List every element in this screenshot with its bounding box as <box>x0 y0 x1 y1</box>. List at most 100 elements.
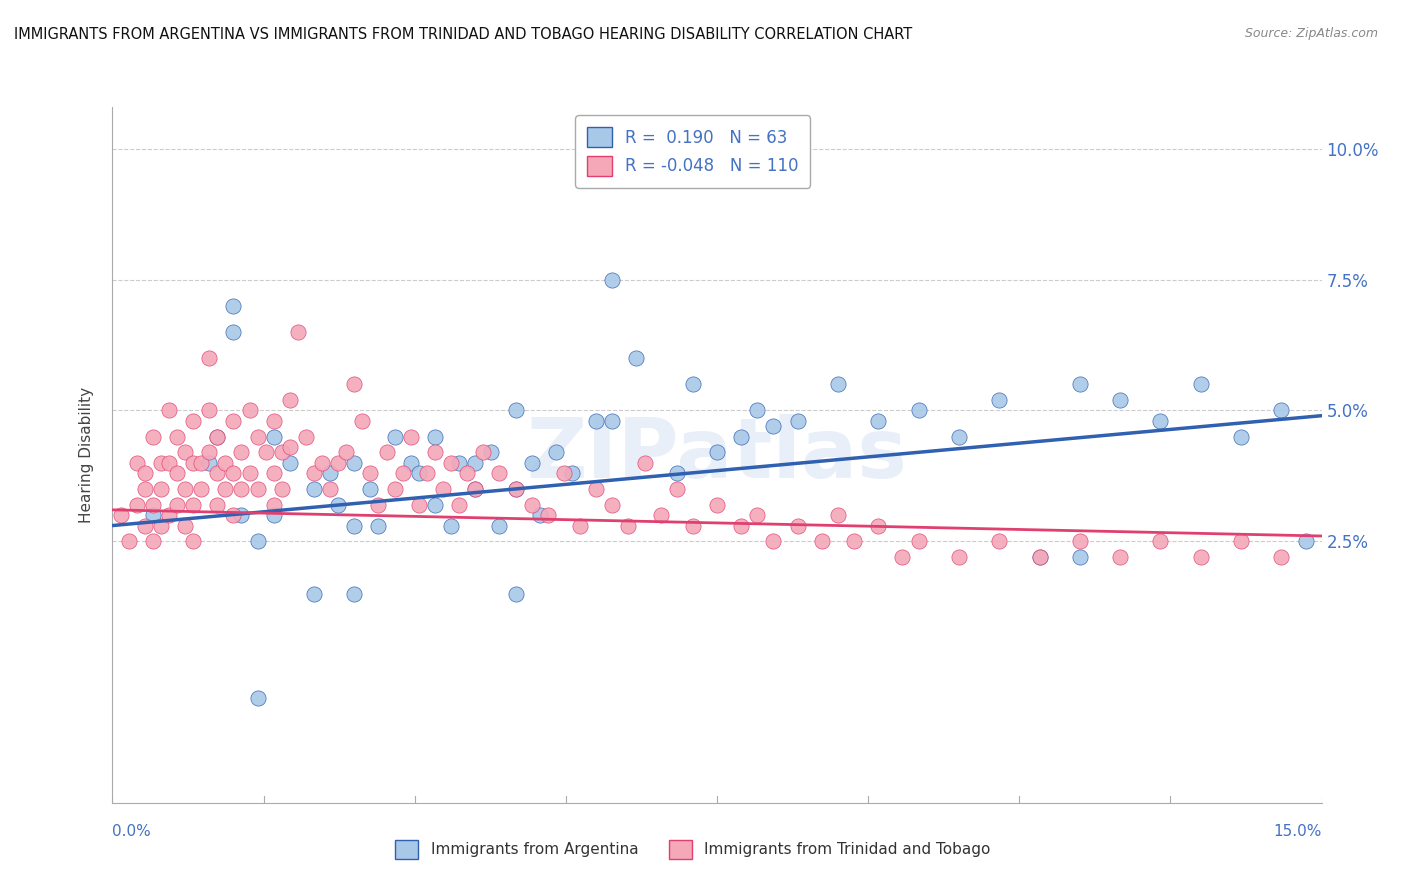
Point <box>650 508 672 522</box>
Point <box>134 482 156 496</box>
Point <box>343 456 366 470</box>
Point <box>464 456 486 470</box>
Point <box>343 518 366 533</box>
Point <box>302 586 325 600</box>
Point <box>1149 414 1171 428</box>
Point <box>359 467 381 481</box>
Legend: Immigrants from Argentina, Immigrants from Trinidad and Tobago: Immigrants from Argentina, Immigrants fr… <box>389 834 997 864</box>
Point <box>311 456 333 470</box>
Point <box>222 414 245 428</box>
Point <box>198 403 221 417</box>
Point <box>449 498 471 512</box>
Point <box>207 429 229 443</box>
Text: Source: ZipAtlas.com: Source: ZipAtlas.com <box>1244 27 1378 40</box>
Point <box>246 482 269 496</box>
Point <box>1028 549 1050 564</box>
Point <box>238 467 260 481</box>
Point <box>142 498 165 512</box>
Point <box>553 467 575 481</box>
Point <box>488 467 510 481</box>
Point <box>520 456 543 470</box>
Point <box>157 456 180 470</box>
Point <box>440 518 463 533</box>
Point <box>464 482 486 496</box>
Point <box>948 549 970 564</box>
Point <box>399 429 422 443</box>
Point <box>263 508 285 522</box>
Point <box>384 429 406 443</box>
Point <box>1270 549 1292 564</box>
Point <box>157 508 180 522</box>
Point <box>706 498 728 512</box>
Point <box>246 429 269 443</box>
Point <box>190 456 212 470</box>
Point <box>181 456 204 470</box>
Point <box>278 440 301 454</box>
Point <box>352 414 374 428</box>
Point <box>263 429 285 443</box>
Point <box>762 419 785 434</box>
Point <box>166 498 188 512</box>
Point <box>1069 549 1091 564</box>
Point <box>730 518 752 533</box>
Point <box>367 498 389 512</box>
Point <box>328 498 350 512</box>
Point <box>302 467 325 481</box>
Point <box>537 508 560 522</box>
Point <box>222 299 245 313</box>
Point <box>149 518 172 533</box>
Point <box>747 508 769 522</box>
Point <box>174 445 197 459</box>
Point <box>1149 534 1171 549</box>
Point <box>1189 549 1212 564</box>
Point <box>868 414 890 428</box>
Point <box>278 392 301 407</box>
Point <box>706 445 728 459</box>
Point <box>263 467 285 481</box>
Point <box>181 414 204 428</box>
Point <box>125 456 148 470</box>
Point <box>238 403 260 417</box>
Point <box>375 445 398 459</box>
Point <box>440 456 463 470</box>
Point <box>786 518 808 533</box>
Point <box>263 498 285 512</box>
Point <box>907 534 929 549</box>
Point <box>1295 534 1317 549</box>
Point <box>263 414 285 428</box>
Point <box>207 429 229 443</box>
Point <box>157 403 180 417</box>
Point <box>600 498 623 512</box>
Point <box>367 518 389 533</box>
Point <box>1069 534 1091 549</box>
Point <box>166 429 188 443</box>
Point <box>408 498 430 512</box>
Point <box>343 377 366 392</box>
Point <box>1109 392 1132 407</box>
Point <box>762 534 785 549</box>
Point <box>246 691 269 706</box>
Text: 15.0%: 15.0% <box>1274 823 1322 838</box>
Point <box>665 467 688 481</box>
Point <box>423 445 446 459</box>
Point <box>505 482 527 496</box>
Point <box>134 467 156 481</box>
Point <box>617 518 640 533</box>
Point <box>391 467 413 481</box>
Point <box>1230 534 1253 549</box>
Point <box>117 534 139 549</box>
Point <box>207 467 229 481</box>
Point <box>181 534 204 549</box>
Point <box>827 377 849 392</box>
Point <box>600 414 623 428</box>
Point <box>231 445 253 459</box>
Point <box>569 518 592 533</box>
Text: 0.0%: 0.0% <box>112 823 152 838</box>
Point <box>408 467 430 481</box>
Point <box>190 482 212 496</box>
Point <box>174 482 197 496</box>
Point <box>270 445 292 459</box>
Point <box>682 518 704 533</box>
Point <box>214 482 236 496</box>
Point <box>125 498 148 512</box>
